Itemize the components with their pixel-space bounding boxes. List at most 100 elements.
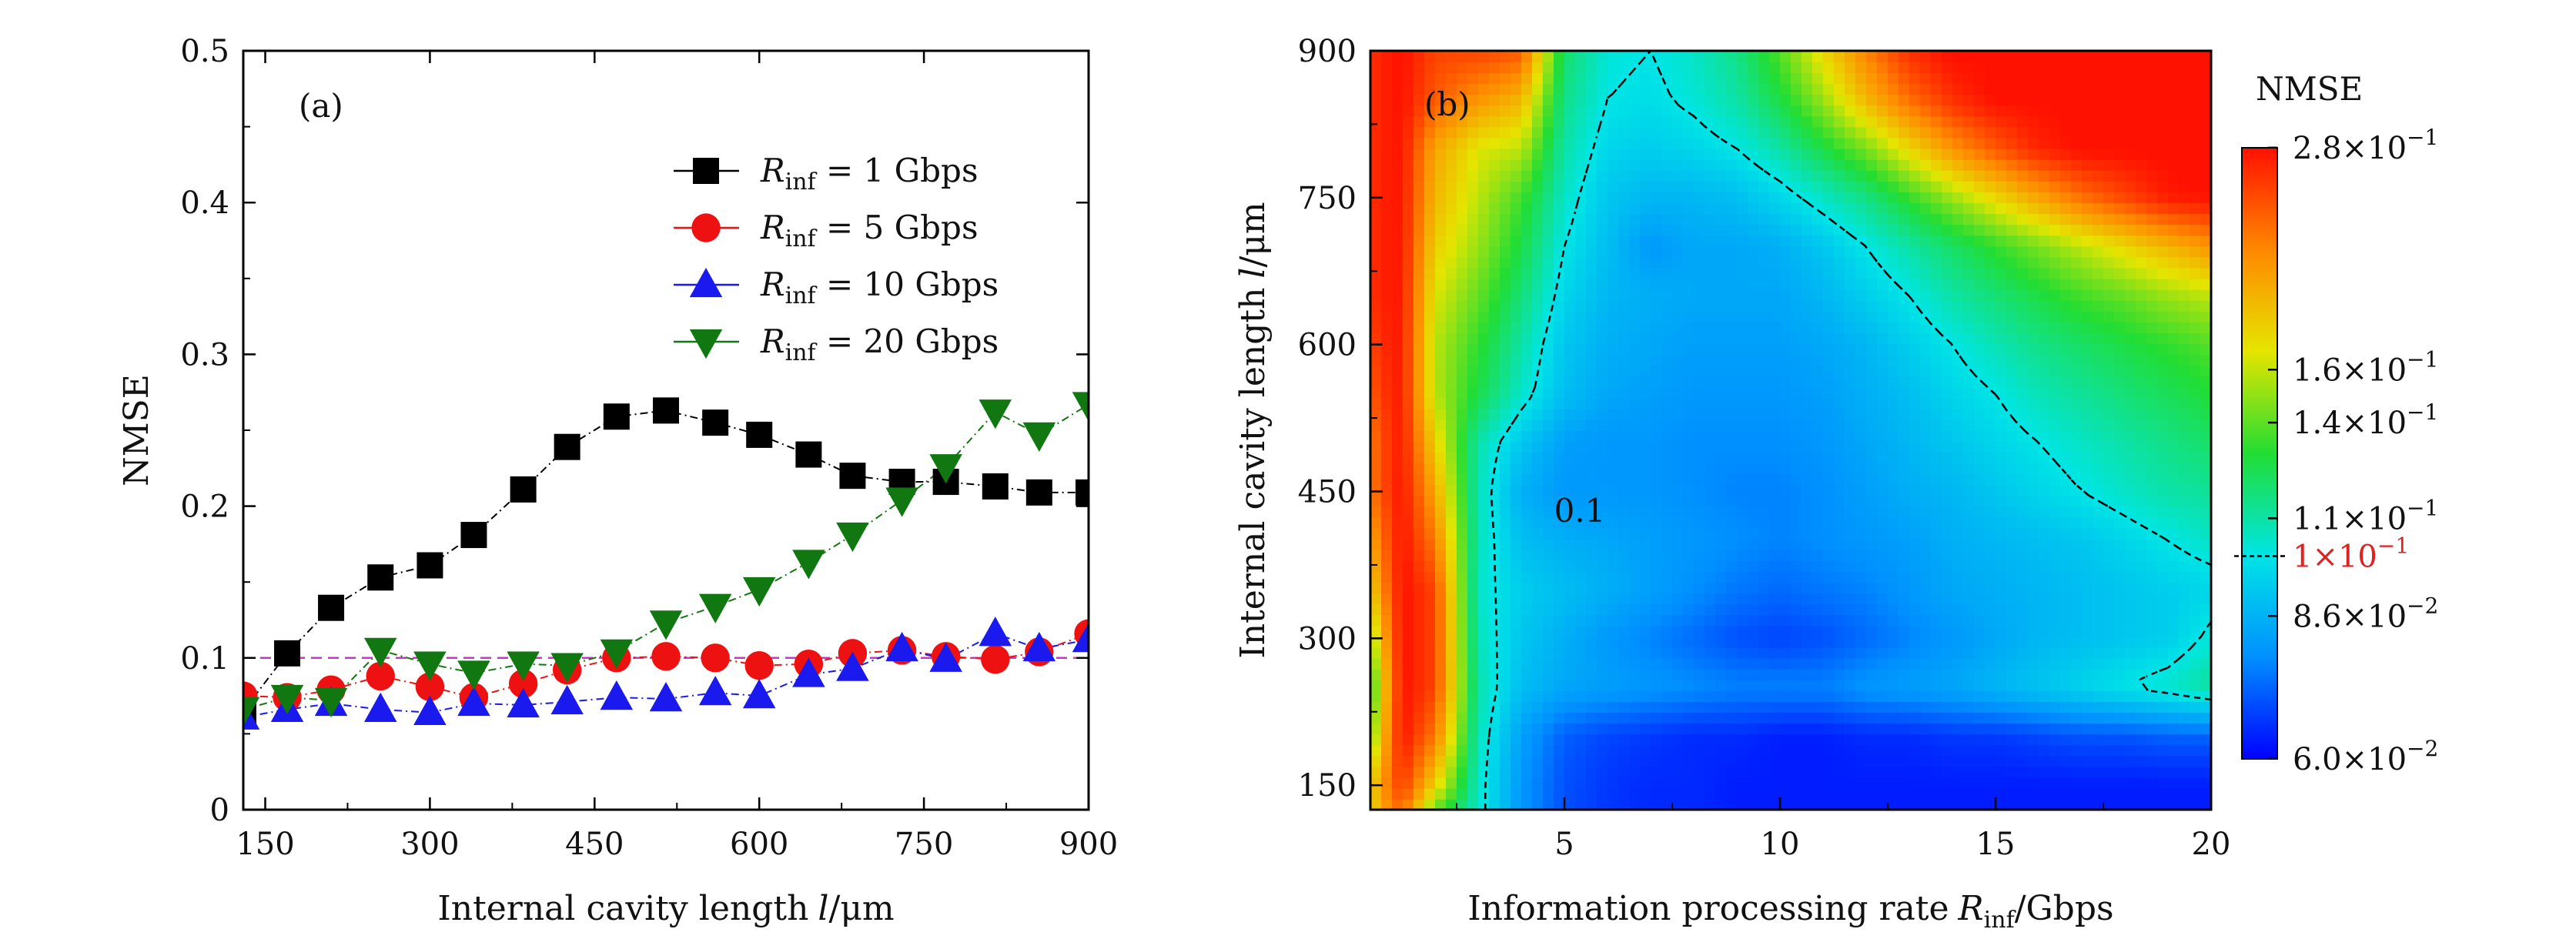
heat-cell-33-45 — [1855, 441, 1867, 453]
heat-cell-23-59 — [2006, 549, 2018, 561]
heat-cell-33-51 — [1920, 441, 1932, 453]
heat-cell-47-12 — [1500, 289, 1511, 301]
heat-cell-40-62 — [2039, 365, 2050, 377]
heat-cell-7-43 — [1834, 723, 1845, 735]
heat-cell-3-66 — [2082, 766, 2093, 778]
heat-cell-4-47 — [1877, 755, 1889, 767]
heat-cell-60-76 — [2190, 148, 2201, 160]
heat-cell-3-16 — [1543, 766, 1554, 778]
heat-cell-14-74 — [2168, 647, 2180, 659]
heat-cell-34-61 — [2028, 430, 2039, 442]
heat-cell-48-74 — [2168, 278, 2180, 290]
heat-cell-20-57 — [1985, 582, 1996, 594]
heat-cell-61-27 — [1661, 137, 1673, 149]
heat-cell-7-15 — [1532, 723, 1544, 735]
heat-cell-60-68 — [2103, 148, 2115, 160]
heat-cell-43-12 — [1500, 332, 1511, 345]
heat-cell-40-25 — [1640, 365, 1651, 377]
heat-cell-42-22 — [1607, 343, 1619, 356]
heat-cell-59-37 — [1769, 159, 1781, 171]
heat-cell-26-43 — [1834, 516, 1845, 529]
heat-cell-61-24 — [1629, 137, 1641, 149]
heat-cell-41-10 — [1478, 354, 1490, 366]
heat-cell-47-40 — [1802, 289, 1813, 301]
heat-cell-30-10 — [1478, 473, 1490, 486]
heat-cell-59-30 — [1694, 159, 1705, 171]
heat-cell-36-62 — [2039, 408, 2050, 420]
heat-cell-6-14 — [1521, 733, 1533, 746]
heat-cell-15-36 — [1758, 636, 1770, 648]
heat-cell-22-12 — [1500, 560, 1511, 572]
heat-cell-12-14 — [1521, 668, 1533, 680]
heat-cell-25-61 — [2028, 527, 2039, 540]
heat-cell-52-39 — [1791, 235, 1802, 247]
heat-cell-57-58 — [1996, 181, 2007, 192]
heat-cell-39-59 — [2006, 376, 2018, 388]
heat-cell-32-16 — [1543, 452, 1554, 464]
heat-cell-60-60 — [2017, 148, 2029, 160]
heat-cell-58-57 — [1985, 169, 1996, 182]
heat-cell-28-42 — [1823, 495, 1835, 507]
heat-cell-4-65 — [2071, 755, 2083, 767]
heat-cell-41-55 — [1963, 354, 1975, 366]
heat-cell-29-17 — [1554, 484, 1565, 496]
heat-cell-30-5 — [1424, 473, 1436, 486]
heat-cell-26-18 — [1564, 516, 1576, 529]
heat-cell-13-22 — [1607, 657, 1619, 670]
heat-cell-47-53 — [1942, 289, 1953, 301]
heat-cell-7-5 — [1424, 723, 1436, 735]
heat-cell-48-56 — [1974, 278, 1986, 290]
heat-cell-40-35 — [1748, 365, 1759, 377]
heat-cell-23-22 — [1607, 549, 1619, 561]
heat-cell-35-55 — [1963, 419, 1975, 431]
heat-cell-7-23 — [1618, 723, 1630, 735]
heat-cell-40-39 — [1791, 365, 1802, 377]
heat-cell-34-54 — [1952, 430, 1964, 442]
heat-cell-15-60 — [2017, 636, 2029, 648]
heat-cell-9-16 — [1543, 701, 1554, 713]
heat-cell-61-33 — [1726, 137, 1738, 149]
heat-cell-33-62 — [2039, 441, 2050, 453]
heat-cell-59-46 — [1866, 159, 1878, 171]
heat-cell-61-13 — [1510, 137, 1522, 149]
heat-cell-8-47 — [1877, 712, 1889, 724]
heat-cell-24-3 — [1403, 538, 1414, 550]
heat-cell-30-23 — [1618, 473, 1630, 486]
heat-cell-61-68 — [2103, 137, 2115, 149]
legend-label-3: Rinf = 20 Gbps — [760, 322, 999, 366]
heat-cell-10-19 — [1575, 690, 1587, 702]
heat-cell-16-36 — [1758, 625, 1770, 637]
heat-cell-47-52 — [1931, 289, 1942, 301]
heat-cell-0-24 — [1629, 798, 1641, 810]
heat-cell-17-70 — [2125, 614, 2136, 627]
heat-cell-57-45 — [1855, 181, 1867, 192]
heat-cell-17-23 — [1618, 614, 1630, 627]
heat-cell-54-12 — [1500, 213, 1511, 226]
heat-cell-43-41 — [1812, 332, 1824, 345]
heat-cell-31-25 — [1640, 463, 1651, 475]
heat-cell-25-27 — [1661, 527, 1673, 540]
heat-cell-15-56 — [1974, 636, 1986, 648]
heat-cell-2-62 — [2039, 777, 2050, 789]
heat-cell-58-73 — [2157, 169, 2169, 182]
heat-cell-29-70 — [2125, 484, 2136, 496]
heat-cell-35-32 — [1715, 419, 1727, 431]
heat-cell-32-48 — [1888, 452, 1899, 464]
heat-cell-5-36 — [1758, 744, 1770, 757]
heat-cell-11-3 — [1403, 679, 1414, 691]
heat-cell-0-17 — [1554, 798, 1565, 810]
heat-cell-46-26 — [1651, 299, 1662, 312]
heat-cell-10-66 — [2082, 690, 2093, 702]
heat-cell-0-33 — [1726, 798, 1738, 810]
heat-cell-55-62 — [2039, 202, 2050, 215]
heat-cell-17-26 — [1651, 614, 1662, 627]
heat-cell-24-58 — [1996, 538, 2007, 550]
heat-cell-55-4 — [1413, 202, 1425, 215]
heat-cell-47-74 — [2168, 289, 2180, 301]
heat-cell-21-0 — [1370, 571, 1382, 583]
heat-cell-53-11 — [1489, 224, 1500, 236]
heat-cell-52-52 — [1931, 235, 1942, 247]
heat-cell-23-54 — [1952, 549, 1964, 561]
heat-cell-53-38 — [1780, 224, 1791, 236]
heat-cell-15-65 — [2071, 636, 2083, 648]
